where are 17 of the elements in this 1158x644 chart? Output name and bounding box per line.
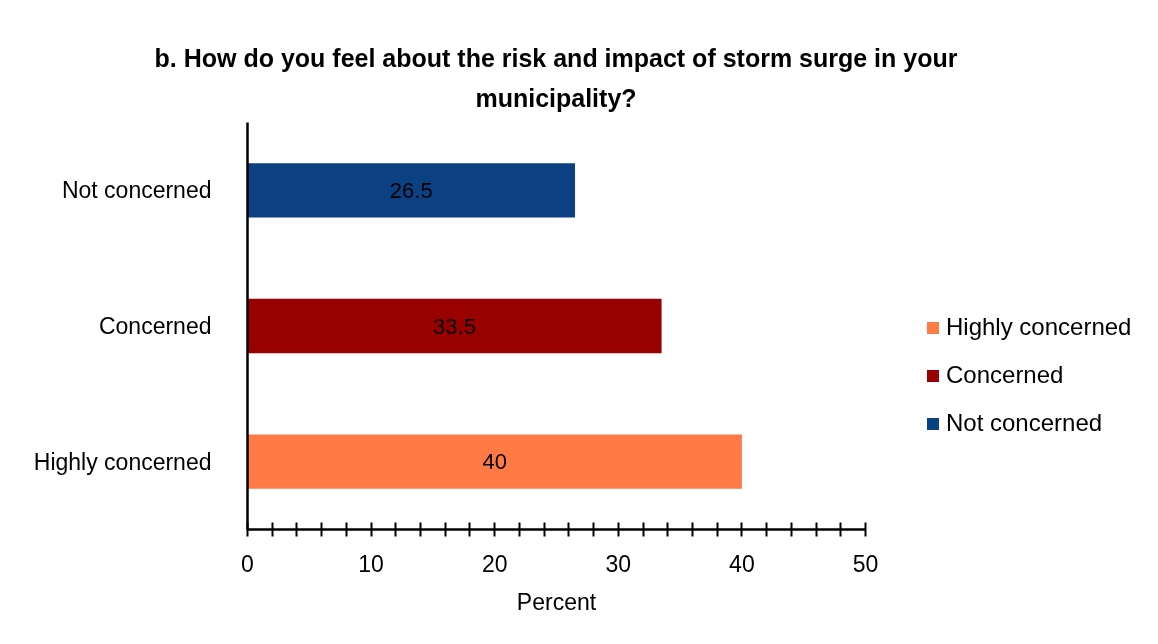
data-label: 33.5 <box>433 313 476 339</box>
legend-label: Highly concerned <box>946 313 1132 341</box>
y-tick-label: Highly concerned <box>33 448 212 475</box>
x-tick-label: 10 <box>358 550 384 577</box>
legend-label: Not concerned <box>946 409 1103 437</box>
y-tick-label: Concerned <box>98 313 212 339</box>
y-tick-label: Not concerned <box>61 177 212 204</box>
legend-label: Concerned <box>946 361 1064 389</box>
data-label: 26.5 <box>389 177 433 203</box>
x-tick-label: 20 <box>481 550 508 577</box>
data-label: 40 <box>482 449 507 475</box>
x-tick-label: 40 <box>729 550 755 577</box>
x-axis-title: Percent <box>516 588 597 615</box>
x-tick-label: 30 <box>605 550 632 577</box>
chart-title: b. How do you feel about the risk and impact of storm surge in your municipality? <box>153 43 959 114</box>
x-tick-label: 50 <box>852 550 879 577</box>
x-tick-label: 0 <box>241 550 254 577</box>
